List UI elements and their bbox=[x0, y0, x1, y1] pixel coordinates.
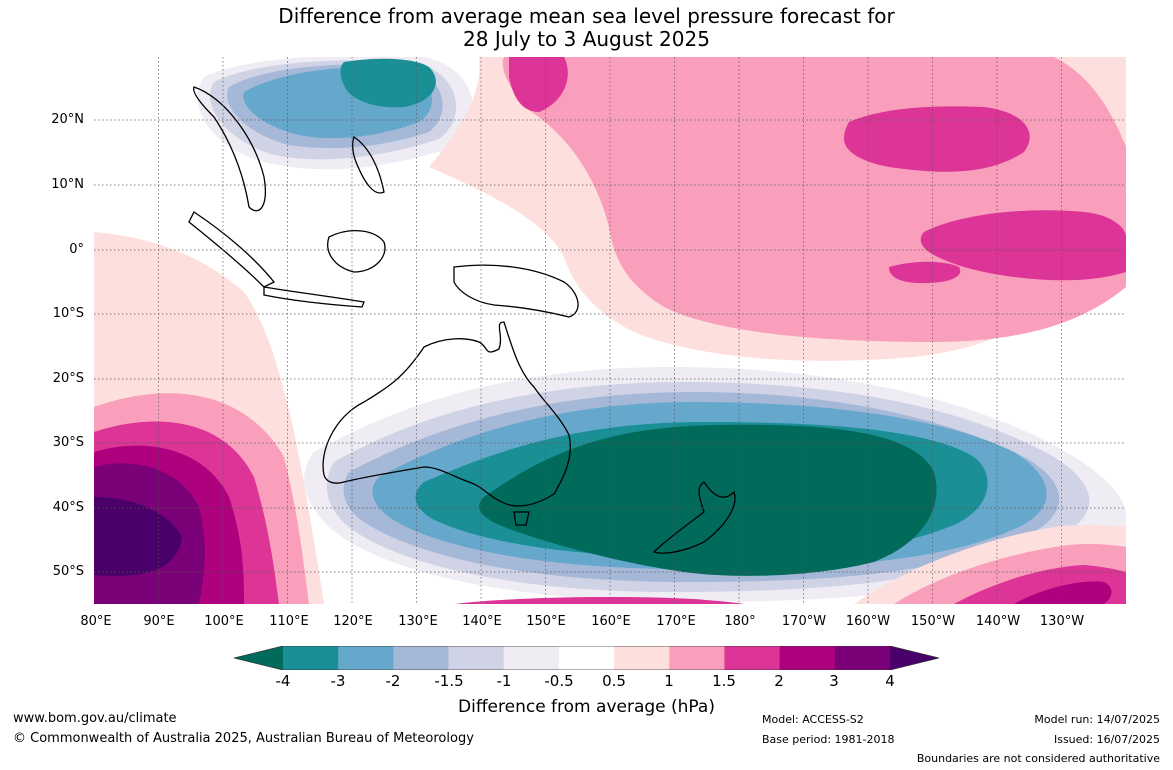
model-text: Model: ACCESS-S2 bbox=[762, 713, 864, 726]
colorbar-segment bbox=[558, 646, 615, 670]
base-period-text: Base period: 1981-2018 bbox=[762, 733, 895, 746]
graticule bbox=[94, 57, 1126, 604]
pressure-anomaly-map bbox=[94, 57, 1126, 604]
lon-label: 150°E bbox=[526, 614, 566, 629]
australia-outline bbox=[322, 321, 571, 507]
lon-label: 140°W bbox=[975, 614, 1021, 629]
lat-label: 20°N bbox=[51, 112, 84, 127]
colorbar-segment bbox=[669, 646, 725, 670]
philippines-outline bbox=[352, 136, 385, 194]
tasman-sea-low bbox=[304, 367, 1126, 602]
colorbar-segment bbox=[614, 646, 670, 670]
disclaimer-text: Boundaries are not considered authoritat… bbox=[916, 752, 1160, 765]
colorbar-segment bbox=[393, 646, 450, 670]
colorbar-tick-label: 4 bbox=[885, 672, 895, 690]
colorbar-tick-label: 3 bbox=[829, 672, 839, 690]
website-text: www.bom.gov.au/climate bbox=[13, 711, 177, 726]
colorbar-min-extension bbox=[234, 646, 283, 670]
lat-label: 20°S bbox=[52, 371, 84, 386]
colorbar-tick-label: -4 bbox=[275, 672, 291, 690]
colorbar-segment bbox=[503, 646, 560, 670]
lat-label: 0° bbox=[69, 242, 84, 257]
sumatra-outline bbox=[188, 211, 276, 288]
malay-peninsula-outline bbox=[193, 86, 266, 212]
colorbar bbox=[234, 646, 939, 670]
lon-label: 130°W bbox=[1039, 614, 1085, 629]
lat-label: 30°S bbox=[52, 435, 84, 450]
lon-label: 110°E bbox=[269, 614, 309, 629]
lat-label: 40°S bbox=[52, 500, 84, 515]
colorbar-tick-label: -1 bbox=[496, 672, 512, 690]
lon-label: 120°E bbox=[333, 614, 373, 629]
colorbar-segment bbox=[448, 646, 505, 670]
colorbar-tick-label: 1 bbox=[664, 672, 674, 690]
lon-label: 170°W bbox=[781, 614, 827, 629]
pacific-highs bbox=[429, 57, 1126, 361]
colorbar-segment bbox=[338, 646, 394, 670]
colorbar-tick-label: 0.5 bbox=[602, 672, 626, 690]
lon-label: 100°E bbox=[204, 614, 244, 629]
lon-label: 180° bbox=[724, 614, 756, 629]
chart-title-line-2: 28 July to 3 August 2025 bbox=[463, 27, 710, 51]
lat-label: 50°S bbox=[52, 564, 84, 579]
chart-title-line-1: Difference from average mean sea level p… bbox=[278, 4, 895, 28]
colorbar-max-extension bbox=[890, 646, 939, 670]
colorbar-tick-label: 1.5 bbox=[712, 672, 736, 690]
colorbar-tick-label: -0.5 bbox=[544, 672, 574, 690]
colorbar-tick-label: -3 bbox=[330, 672, 346, 690]
copyright-text: © Commonwealth of Australia 2025, Austra… bbox=[13, 731, 474, 746]
tasmania-outline bbox=[513, 511, 530, 526]
lon-label: 90°E bbox=[143, 614, 175, 629]
borneo-outline bbox=[327, 230, 386, 273]
new-zealand-outline bbox=[652, 481, 736, 554]
issued-text: Issued: 16/07/2025 bbox=[1053, 733, 1160, 746]
lat-label: 10°S bbox=[52, 306, 84, 321]
colorbar-tick-label: -2 bbox=[385, 672, 401, 690]
colorbar-segment bbox=[724, 646, 781, 670]
new-guinea-outline bbox=[453, 264, 579, 318]
lon-label: 150°W bbox=[910, 614, 956, 629]
java-outline bbox=[263, 286, 365, 308]
lon-label: 160°W bbox=[845, 614, 891, 629]
colorbar-units-label: Difference from average (hPa) bbox=[458, 697, 715, 717]
colorbar-segment bbox=[283, 646, 339, 670]
lat-label: 10°N bbox=[51, 177, 84, 192]
lon-label: 140°E bbox=[462, 614, 502, 629]
lon-label: 80°E bbox=[80, 614, 112, 629]
colorbar-tick-label: -1.5 bbox=[434, 672, 464, 690]
colorbar-segment bbox=[834, 646, 891, 670]
lon-label: 130°E bbox=[398, 614, 438, 629]
lon-label: 170°E bbox=[656, 614, 696, 629]
colorbar-segment bbox=[779, 646, 836, 670]
lon-label: 160°E bbox=[591, 614, 631, 629]
coastlines bbox=[188, 86, 736, 554]
indian-ocean-high bbox=[94, 232, 324, 604]
colorbar-tick-label: 2 bbox=[774, 672, 784, 690]
model-run-text: Model run: 14/07/2025 bbox=[1034, 713, 1160, 726]
